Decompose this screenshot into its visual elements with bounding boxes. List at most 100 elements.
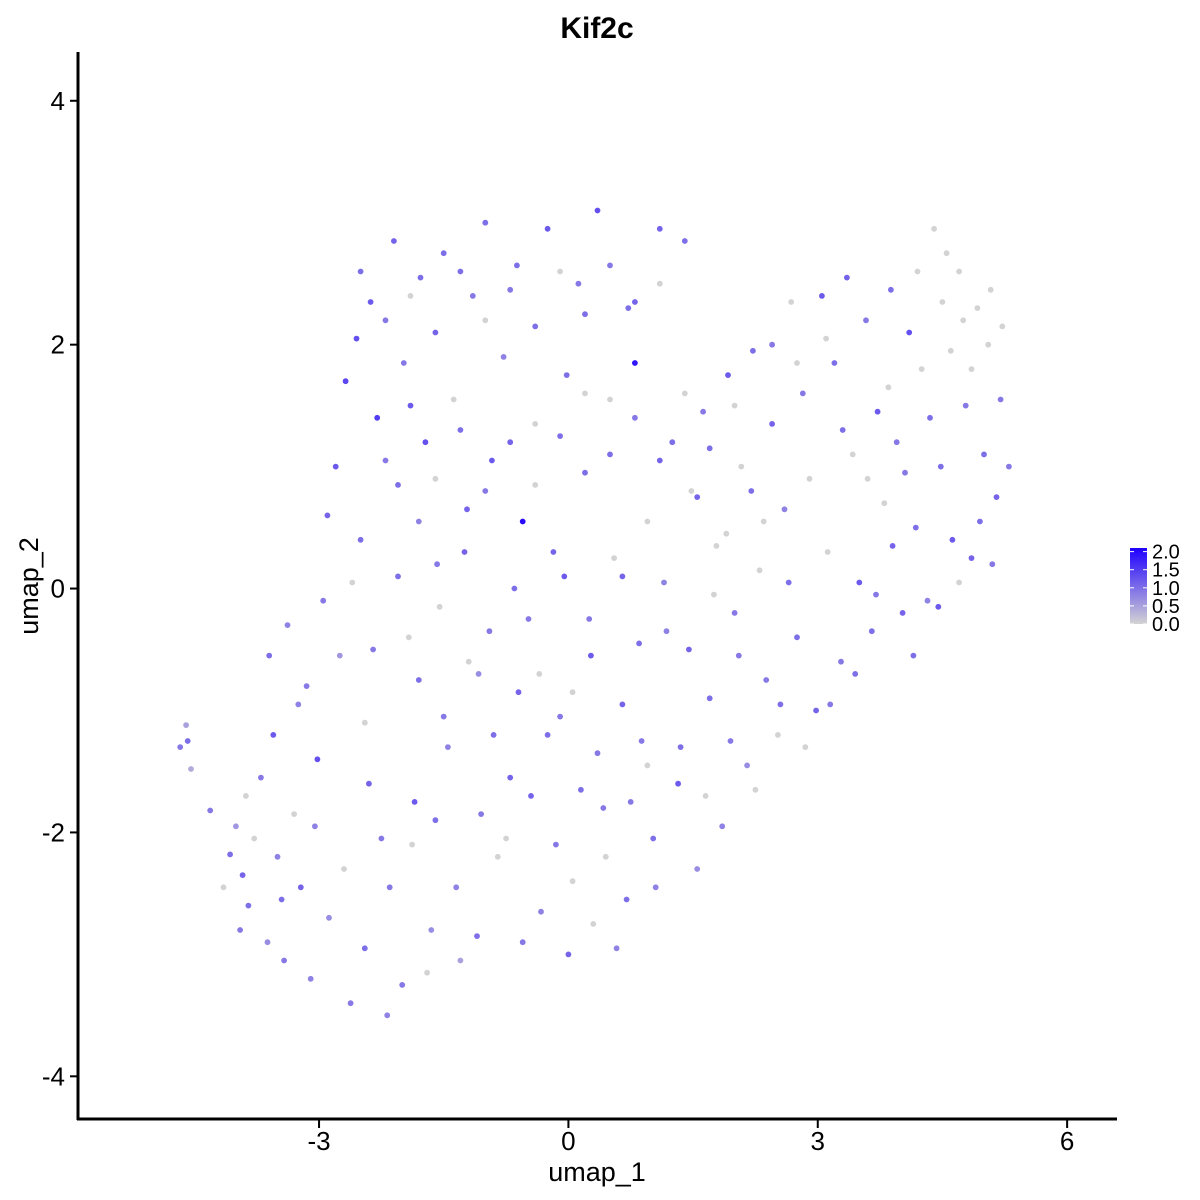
data-point [977,518,983,525]
data-point [731,402,738,409]
data-point [274,853,281,860]
data-point [824,549,831,555]
data-point [906,329,913,336]
data-point [507,286,514,293]
data-point [725,372,731,378]
data-point [613,945,620,952]
data-point [366,780,372,787]
data-point [349,579,356,586]
data-point [968,366,975,372]
data-point [457,957,464,964]
data-point [514,262,520,269]
data-point [694,866,701,872]
data-point [935,603,942,610]
data-point [999,323,1006,330]
data-point [295,701,302,708]
data-point [819,293,825,299]
data-point [611,555,617,561]
data-point [474,933,480,939]
data-point [775,732,781,738]
data-point [532,482,539,488]
data-point [353,335,360,342]
data-point [386,884,393,891]
y-axis-ticks: 4 2 0 -2 -4 [42,86,78,1091]
data-point [586,616,593,622]
data-point [434,561,440,568]
data-point [960,317,967,324]
data-point [557,268,563,275]
chart-title: Kif2c [560,12,633,45]
data-point [713,543,720,549]
data-point [428,927,435,933]
colorbar-tick-label: 1.0 [1152,578,1180,600]
data-point [411,799,418,805]
data-point [582,469,588,476]
y-tick-label: 4 [51,86,65,116]
data-point [382,317,389,324]
data-point [465,658,472,665]
data-point [183,722,190,728]
data-point [899,610,906,616]
data-point [806,475,813,482]
data-point [303,683,310,689]
y-tick-label: 0 [51,574,65,604]
data-point [590,921,597,927]
data-point [931,225,937,232]
data-point [482,219,489,226]
data-point [632,360,638,366]
data-point [440,713,447,720]
data-point [719,823,726,830]
data-point [656,280,663,287]
data-point [723,530,730,537]
data-point [769,341,775,348]
color-legend: 2.01.51.00.50.0 [1130,542,1180,636]
data-point [785,579,792,586]
data-point [461,549,468,555]
data-point [688,488,695,494]
data-point [738,463,745,470]
data-point [582,311,588,318]
data-point [802,744,809,750]
data-point [432,817,439,824]
data-point [706,695,713,702]
data-point [632,414,638,421]
y-tick-label: -2 [42,817,65,847]
data-point [561,573,568,580]
x-tick-label: -3 [307,1126,330,1156]
data-point [207,807,214,814]
data-point [374,414,381,421]
data-point [756,567,763,574]
data-point [794,634,800,641]
data-point [607,451,613,458]
data-point [700,408,706,415]
data-point [794,360,800,366]
y-tick-label: -4 [42,1061,65,1091]
x-tick-label: 0 [561,1126,575,1156]
data-point [686,646,692,653]
data-point [962,402,969,409]
data-point [378,835,385,842]
data-point [320,597,327,604]
data-point [873,591,879,598]
data-point [417,274,424,281]
data-point [291,811,297,817]
data-point [849,451,856,458]
data-point [367,299,374,305]
data-point [881,500,888,507]
data-point [711,591,717,598]
colorbar-tick-label: 2.0 [1152,542,1180,564]
data-point [623,896,630,903]
data-point [702,793,709,799]
data-point [384,1012,391,1019]
data-point [600,805,607,811]
colorbar-ticks: 2.01.51.00.50.0 [1130,542,1180,636]
data-point [885,384,892,391]
data-point [237,927,244,933]
data-point [544,732,551,738]
colorbar-tick-label: 0.0 [1152,614,1180,636]
data-point [602,853,609,860]
data-point [607,396,613,403]
data-point [515,689,522,696]
data-point [395,573,401,580]
data-point [332,463,339,470]
